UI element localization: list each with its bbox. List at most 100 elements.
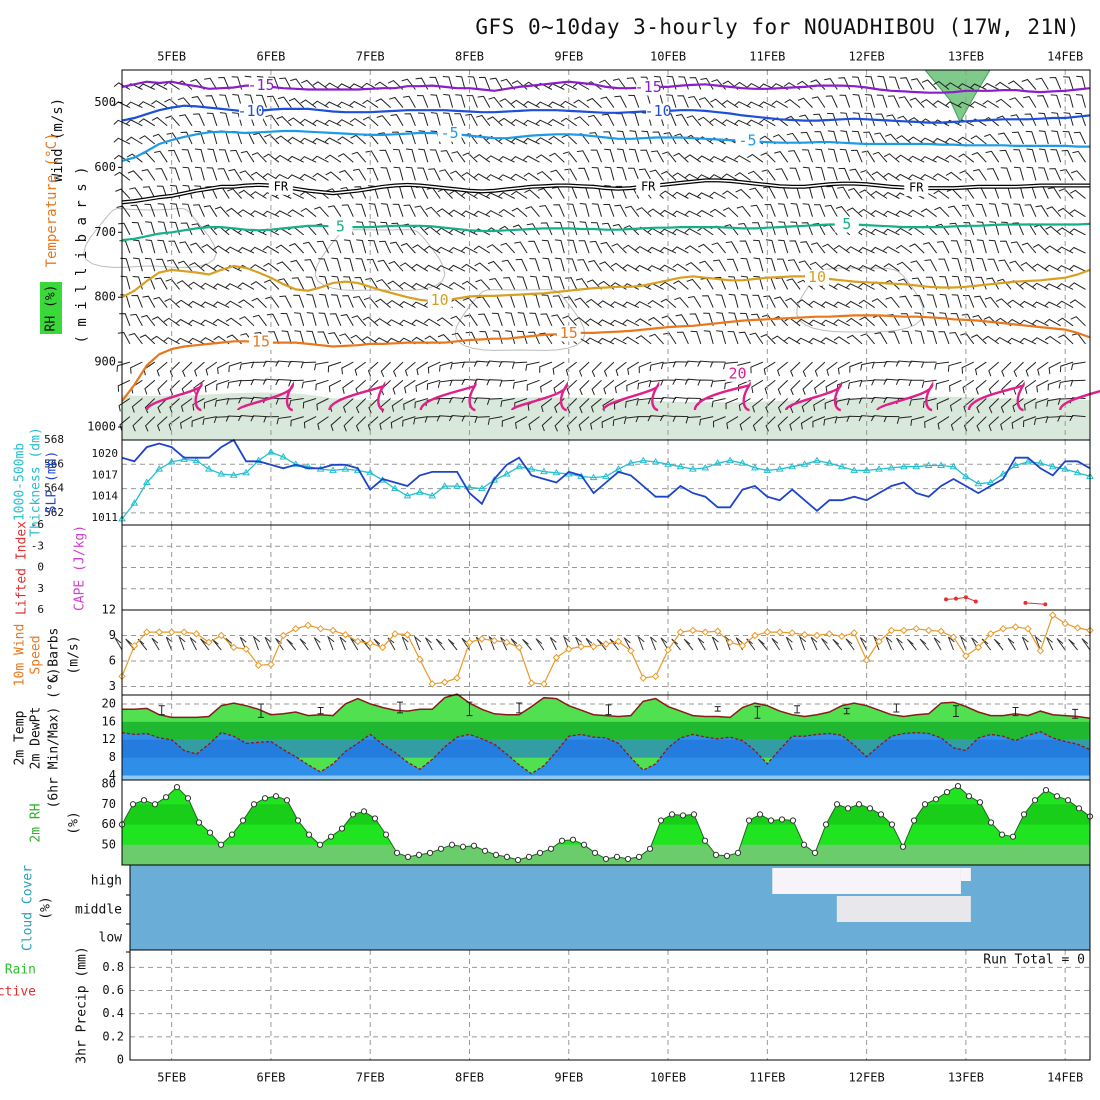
rh-point [569, 836, 577, 843]
upper-wind-barb [562, 315, 578, 327]
upper-wind-barb [751, 313, 764, 327]
upper-wind-barb [517, 312, 528, 326]
upper-wind-barb [838, 167, 851, 181]
rh-point [470, 842, 478, 849]
isotherm-label-bg [636, 79, 661, 96]
upper-wind-barb [529, 312, 540, 326]
upper-wind-barb [610, 262, 627, 272]
upper-wind-barb [945, 171, 962, 181]
upper-wind-barb [1075, 112, 1086, 126]
upper-wind-barb [204, 77, 218, 90]
temp-band [122, 721, 1090, 740]
upper-wind-barb [343, 416, 354, 432]
upper-wind-barb [615, 113, 627, 126]
upper-wind-barb [143, 276, 156, 290]
upper-wind-barb [886, 114, 900, 127]
upper-wind-barb [1056, 283, 1074, 290]
thickness-point [813, 456, 821, 464]
upper-wind-barb [684, 378, 701, 385]
upper-wind-barb [411, 282, 429, 290]
upper-wind-barb [290, 259, 305, 272]
upper-wind-barb [736, 205, 751, 218]
upper-wind-barb [367, 361, 379, 377]
upper-wind-barb [180, 398, 193, 413]
upper-wind-barb [498, 208, 515, 218]
thickness-point [440, 482, 449, 489]
upper-wind-barb [553, 379, 565, 395]
upper-wind-barb [882, 191, 900, 199]
upper-wind-barb [725, 398, 739, 410]
rh-point [184, 795, 192, 802]
upper-wind-barb [436, 317, 453, 327]
upper-wind-barb [412, 244, 429, 254]
upper-wind-barb [789, 240, 801, 254]
isotherm-label-bg [248, 77, 273, 94]
upper-wind-barb [777, 379, 789, 395]
upper-wind-barb [774, 296, 789, 308]
upper-wind-barb [845, 283, 863, 290]
upper-wind-barb [654, 75, 665, 90]
date-tick-top: 6FEB [256, 50, 285, 64]
upper-wind-barb [741, 275, 751, 290]
upper-wind-barb [871, 379, 888, 386]
upper-wind-barb [740, 294, 751, 308]
upper-wind-barb [576, 150, 590, 163]
upper-wind-barb [538, 332, 553, 345]
rh-point [767, 817, 775, 824]
upper-wind-barb [336, 119, 354, 127]
upper-wind-barb [676, 331, 689, 345]
upper-wind-barb [603, 361, 615, 377]
upper-wind-barb [180, 131, 193, 145]
upper-wind-barb [293, 294, 305, 308]
upper-wind-barb [219, 112, 230, 126]
wind10m-barb [785, 636, 793, 651]
upper-wind-barb [661, 315, 677, 327]
upper-wind-barb [788, 150, 801, 163]
upper-wind-barb [219, 94, 230, 108]
upper-wind-barb [393, 148, 404, 163]
upper-wind-barb [846, 207, 863, 218]
upper-wind-barb [722, 207, 739, 218]
li-tick: -3 [31, 539, 44, 552]
wind10m-barb [447, 638, 458, 651]
upper-wind-barb [711, 242, 726, 254]
upper-wind-barb [711, 398, 726, 408]
wind10m-barb [387, 637, 396, 651]
upper-wind-barb [404, 113, 416, 126]
thickness-point [850, 466, 859, 473]
wind10m-barb [189, 637, 197, 651]
upper-wind-barb [400, 242, 416, 254]
isotherm-20-cell [876, 381, 934, 412]
upper-wind-barb [491, 312, 503, 326]
upper-wind-barb [291, 277, 305, 290]
upper-wind-barb [266, 313, 280, 327]
upper-wind-barb [698, 97, 714, 108]
upper-wind-barb [330, 416, 342, 431]
rh-point [657, 817, 665, 824]
temp-minmax-bar [1072, 708, 1079, 719]
upper-wind-barb [562, 151, 578, 163]
isotherm-label: -10 [238, 102, 265, 120]
wind10m-barb [339, 636, 347, 651]
upper-wind-barb [733, 119, 751, 127]
upper-wind-barb [318, 258, 329, 272]
upper-wind-barb [626, 379, 639, 392]
upper-wind-barb [1013, 149, 1024, 163]
thickness-point [626, 459, 635, 466]
upper-wind-barb [616, 148, 627, 163]
upper-wind-barb [399, 262, 416, 272]
li-point [963, 595, 968, 600]
upper-wind-barb [725, 241, 739, 254]
upper-wind-barb [487, 260, 503, 272]
upper-wind-barb [326, 188, 342, 199]
upper-wind-barb [988, 239, 1000, 254]
upper-wind-barb [752, 398, 764, 413]
ylabel-wind10m: & Barbs [47, 628, 62, 683]
upper-wind-barb [442, 76, 454, 90]
rh-point [580, 841, 588, 848]
upper-wind-barb [523, 137, 540, 145]
upper-wind-barb [660, 170, 677, 181]
thickness-point [738, 459, 747, 466]
upper-wind-barb [203, 205, 218, 217]
upper-wind-barb [290, 78, 305, 90]
